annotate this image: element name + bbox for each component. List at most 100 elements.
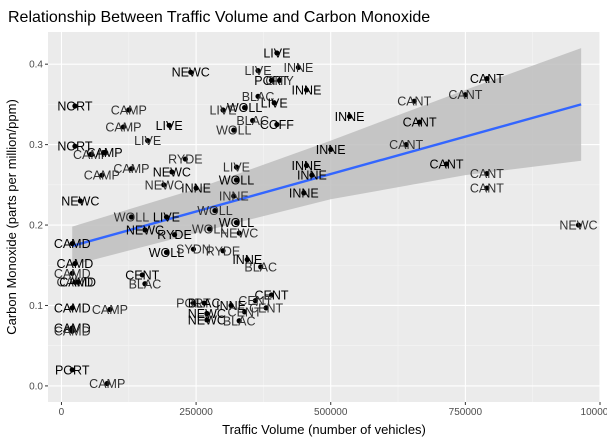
data-point [75, 279, 81, 285]
data-point [575, 222, 582, 228]
data-point-label: LIVE [261, 96, 288, 110]
data-point-label: LIVE [263, 46, 290, 60]
data-point-label: WOLL [197, 204, 232, 218]
data-point [212, 207, 218, 214]
data-point [244, 257, 250, 263]
data-point [163, 214, 170, 220]
data-point-label: CENT [249, 301, 283, 315]
data-point [69, 240, 75, 247]
data-point-label: CANT [389, 138, 423, 152]
data-point [303, 87, 310, 93]
data-point-label: LIVE [156, 119, 183, 133]
data-point-label: BLAC [242, 90, 275, 104]
data-point [206, 226, 213, 232]
x-tick-label: 0 [59, 407, 65, 418]
data-point-label: CAMP [89, 377, 125, 391]
data-point-label: CANT [470, 182, 504, 196]
data-point-label: CAMD [54, 301, 91, 315]
data-point [161, 182, 167, 188]
data-point [72, 261, 78, 267]
data-point [126, 107, 132, 113]
data-point-label: CAMP [113, 162, 149, 176]
data-point-label: WOLL [227, 101, 262, 115]
data-point-label: CAMD [54, 237, 91, 251]
data-point-label: NEWC [153, 165, 191, 179]
data-point [231, 193, 237, 199]
data-point [484, 76, 490, 82]
x-tick-label: 250000 [179, 407, 213, 418]
data-point [236, 318, 242, 324]
data-point-label: CANT [397, 95, 431, 109]
data-point [250, 117, 256, 124]
data-point-label: CAMD [57, 276, 94, 290]
data-point [263, 305, 269, 311]
data-point [241, 309, 248, 315]
data-point-label: COFF [260, 118, 294, 132]
data-point [201, 300, 207, 306]
data-point [142, 281, 148, 287]
data-point [204, 310, 210, 317]
data-point [69, 328, 75, 334]
data-point [411, 98, 417, 104]
data-point-label: BLAC [244, 260, 277, 274]
data-point-label: CANT [448, 88, 482, 102]
data-point [416, 119, 423, 125]
data-point [295, 64, 302, 70]
data-point-label: RYDE [157, 228, 192, 242]
data-point-label: LIVE [153, 211, 180, 225]
data-point [274, 121, 280, 128]
x-axis-label: Traffic Volume (number of vehicles) [222, 422, 426, 437]
data-point-label: CENT [254, 289, 288, 303]
x-tick-label: 750000 [449, 407, 483, 418]
data-point [99, 172, 105, 178]
data-point [128, 166, 135, 172]
y-tick-label: 0.1 [29, 301, 43, 312]
regression-line [71, 103, 582, 248]
data-point-label: RYDE [206, 244, 241, 258]
data-point-label: SYDN [176, 243, 211, 257]
data-point-label: WOLL [149, 246, 184, 260]
data-point-label: CAMP [105, 120, 141, 134]
data-point-label: CAMP [84, 169, 120, 183]
data-point [88, 151, 94, 157]
chart-title: Relationship Between Traffic Volume and … [8, 9, 430, 26]
x-tick-label: 500000 [314, 407, 348, 418]
data-point [139, 272, 145, 278]
data-point [104, 380, 110, 387]
data-point [276, 77, 283, 83]
data-point [241, 105, 248, 111]
data-point [69, 367, 75, 373]
data-point-label: PORT [176, 297, 211, 311]
data-point-label: WOLL [216, 124, 251, 138]
data-point-label: INNE [297, 169, 327, 183]
data-point-label: INNE [289, 186, 319, 200]
data-point [252, 298, 258, 304]
data-point-label: CANT [403, 116, 437, 130]
data-point-label: INNE [335, 110, 365, 124]
data-point [69, 305, 75, 311]
data-point [303, 162, 310, 169]
data-point-label: NORT [57, 100, 93, 114]
data-point-label: CENT [125, 268, 159, 282]
data-point-label: NEWC [188, 307, 226, 321]
data-point-label: WOLL [219, 174, 254, 188]
data-point-label: WOLL [114, 211, 149, 225]
data-point [69, 270, 75, 276]
data-point [77, 198, 83, 204]
data-point [204, 317, 210, 323]
data-point-label: WOLL [219, 216, 254, 230]
data-point [128, 214, 135, 220]
data-point-label: INNE [292, 159, 322, 173]
data-point-label: NEWC [188, 313, 226, 327]
y-tick-label: 0.4 [29, 60, 43, 71]
data-point [346, 113, 353, 120]
data-point [328, 146, 334, 153]
data-point [193, 185, 199, 191]
data-point [484, 185, 490, 191]
data-point-label: CENT [228, 305, 262, 319]
x-tick-label: 1000000 [581, 407, 607, 418]
data-point-label: CAMP [86, 146, 122, 160]
data-point [171, 232, 178, 238]
